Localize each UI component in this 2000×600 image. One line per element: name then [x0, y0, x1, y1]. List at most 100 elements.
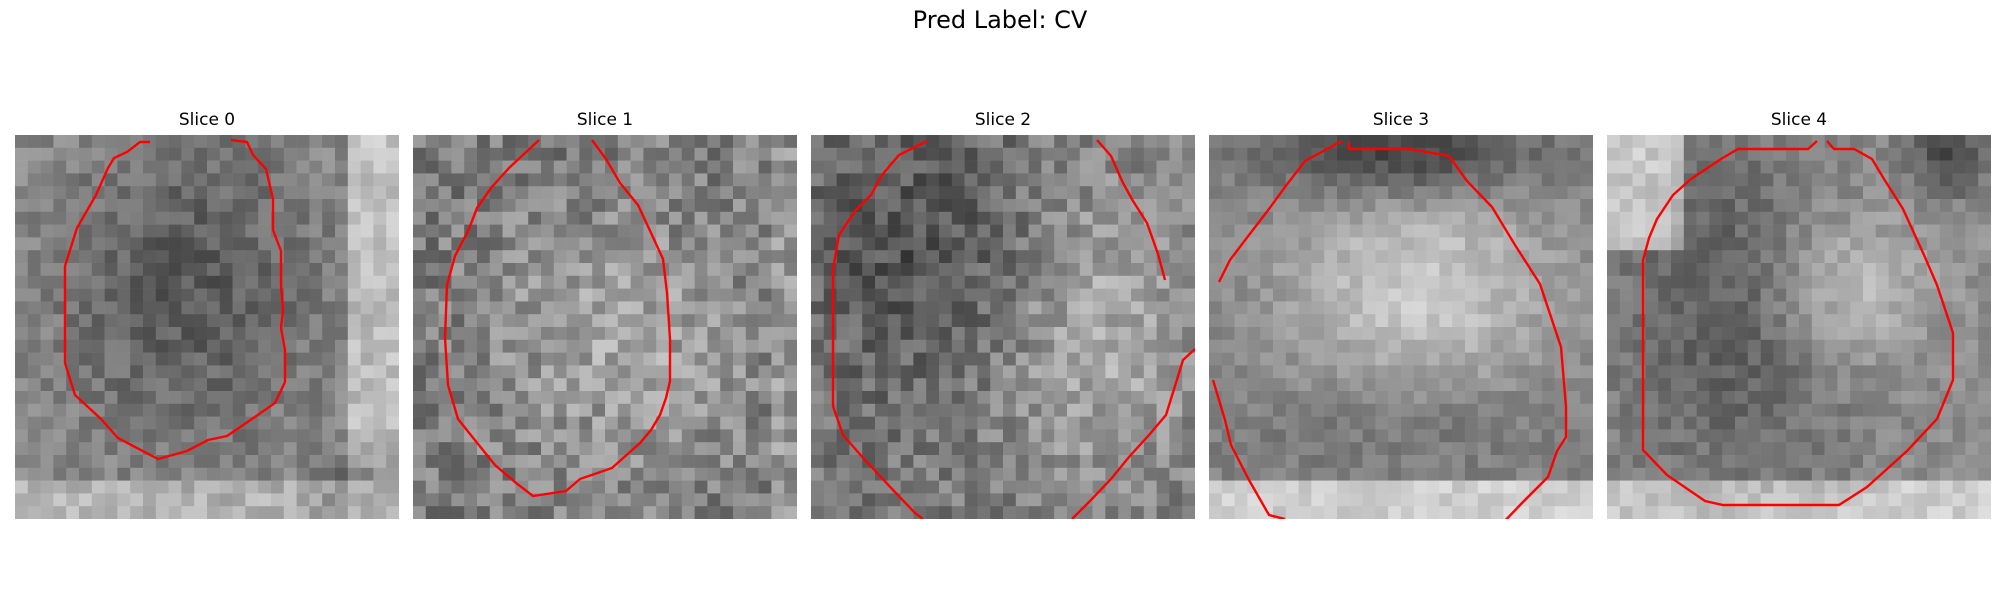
pixel [528, 250, 542, 264]
pixel [745, 224, 759, 238]
pixel [130, 263, 144, 277]
pixel [1735, 173, 1749, 187]
pixel [1875, 288, 1889, 302]
pixel [335, 403, 349, 417]
pixel [1092, 275, 1106, 289]
pixel [707, 403, 721, 417]
pixel [1247, 416, 1261, 430]
pixel [1607, 147, 1621, 161]
pixel [1658, 263, 1672, 277]
pixel [720, 365, 734, 379]
pixel [1978, 199, 1991, 213]
pixel [836, 147, 850, 161]
pixel [1143, 416, 1157, 430]
pixel [1311, 442, 1325, 456]
pixel [1209, 135, 1223, 149]
pixel [1837, 403, 1851, 417]
pixel [579, 442, 593, 456]
pixel [1401, 263, 1415, 277]
pixel [707, 135, 721, 149]
pixel [707, 365, 721, 379]
pixel [1079, 301, 1093, 315]
pixel [784, 378, 797, 392]
pixel [1875, 493, 1889, 507]
pixel [1234, 442, 1248, 456]
pixel [1260, 237, 1274, 251]
pixel [875, 275, 889, 289]
pixel [887, 135, 901, 149]
pixel [1273, 237, 1287, 251]
pixel [811, 442, 825, 456]
pixel [836, 442, 850, 456]
pixel [232, 391, 246, 405]
pixel [1079, 173, 1093, 187]
pixel [104, 442, 118, 456]
pixel [964, 416, 978, 430]
pixel [1298, 314, 1312, 328]
pixel [1658, 391, 1672, 405]
pixel [1939, 467, 1953, 481]
pixel [1645, 160, 1659, 174]
pixel [1028, 327, 1042, 341]
pixel [617, 416, 631, 430]
pixel [1632, 211, 1646, 225]
pixel [1735, 339, 1749, 353]
pixel [1221, 352, 1235, 366]
pixel [1105, 199, 1119, 213]
pixel [1143, 147, 1157, 161]
pixel [451, 493, 465, 507]
pixel [1169, 224, 1183, 238]
pixel [617, 378, 631, 392]
pixel [1927, 506, 1941, 519]
pixel [990, 455, 1004, 469]
pixel [347, 314, 361, 328]
pixel [53, 224, 67, 238]
pixel [528, 199, 542, 213]
pixel [1786, 314, 1800, 328]
pixel [862, 416, 876, 430]
pixel [130, 378, 144, 392]
pixel [823, 378, 837, 392]
pixel [1850, 339, 1864, 353]
pixel [553, 378, 567, 392]
pixel [605, 493, 619, 507]
pixel [1863, 186, 1877, 200]
pixel [1156, 455, 1170, 469]
pixel [1875, 391, 1889, 405]
pixel [694, 352, 708, 366]
pixel [579, 250, 593, 264]
pixel [1079, 429, 1093, 443]
pixel [168, 173, 182, 187]
pixel [219, 135, 233, 149]
pixel [347, 339, 361, 353]
pixel [862, 173, 876, 187]
pixel [1477, 275, 1491, 289]
pixel [1182, 211, 1195, 225]
pixel [1567, 493, 1581, 507]
pixel [1349, 288, 1363, 302]
pixel [53, 403, 67, 417]
pixel [1067, 480, 1081, 494]
pixel [1490, 275, 1504, 289]
pixel [1452, 237, 1466, 251]
pixel [1554, 224, 1568, 238]
pixel [926, 275, 940, 289]
pixel [40, 442, 54, 456]
pixel [1003, 467, 1017, 481]
pixel [1567, 403, 1581, 417]
pixel [194, 455, 208, 469]
pixel [964, 237, 978, 251]
pixel [964, 199, 978, 213]
pixel [515, 224, 529, 238]
pixel [232, 506, 246, 519]
pixel [1901, 263, 1915, 277]
pixel [1927, 147, 1941, 161]
pixel [219, 147, 233, 161]
pixel [413, 391, 427, 405]
pixel [1413, 352, 1427, 366]
pixel [900, 288, 914, 302]
pixel [1015, 403, 1029, 417]
pixel [1952, 147, 1966, 161]
pixel [1477, 237, 1491, 251]
pixel [605, 365, 619, 379]
